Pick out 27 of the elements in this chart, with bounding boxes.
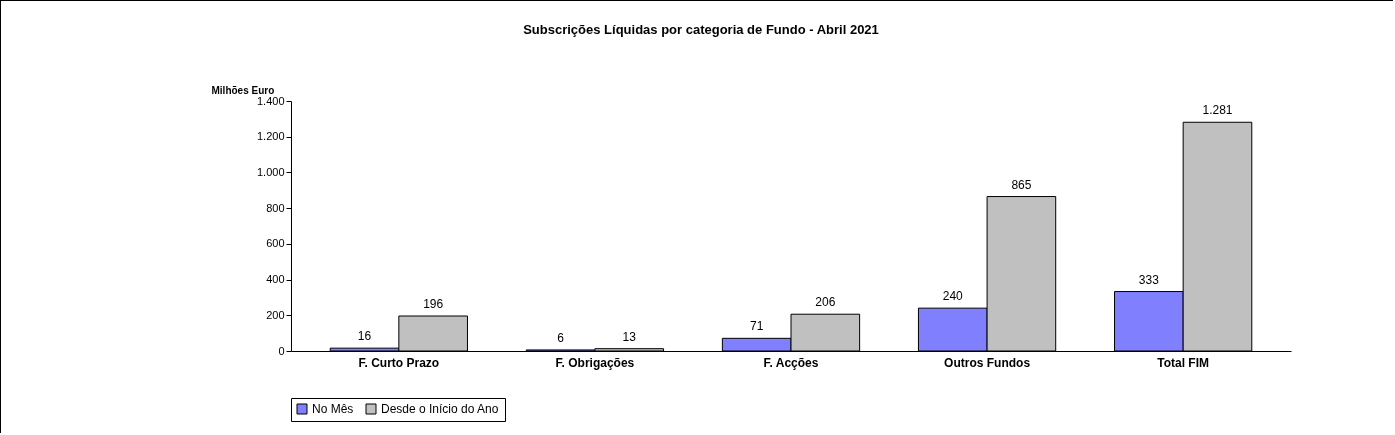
data-label: 206	[815, 295, 836, 310]
y-tick-label: 400	[266, 273, 285, 286]
x-tick-label: F. Obrigações	[555, 355, 635, 370]
data-label: 196	[423, 297, 444, 311]
y-tick-label: 0	[278, 344, 285, 357]
y-tick-label: 1.000	[256, 165, 285, 178]
x-tick-label: F. Curto Prazo	[358, 355, 440, 370]
x-tick-label: F. Acções	[763, 355, 819, 370]
chart-title: Subscrições Líquidas por categoria de Fundo - Abril 2021	[523, 22, 879, 37]
y-tick-label: 800	[266, 201, 285, 214]
data-label: 16	[357, 329, 372, 344]
y-tick-label: 200	[266, 308, 285, 321]
y-tick-label: 600	[266, 237, 285, 250]
y-axis-title: Milhões Euro	[211, 84, 275, 96]
data-label: 333	[1138, 272, 1160, 287]
x-tick-label: Total FIM	[1157, 355, 1210, 370]
data-label: 13	[622, 329, 637, 344]
legend-label: No Mês	[312, 402, 354, 416]
data-label: 71	[750, 319, 764, 334]
data-label: 1.281	[1202, 103, 1233, 118]
y-tick-label: 1.400	[256, 94, 285, 107]
x-tick-label: Outros Fundos	[944, 355, 1031, 370]
data-label: 6	[557, 330, 565, 345]
legend-label: Desde o Início do Ano	[381, 402, 499, 416]
data-label: 240	[942, 289, 964, 304]
y-tick-label: 1.200	[256, 130, 285, 143]
data-label: 865	[1011, 177, 1032, 192]
